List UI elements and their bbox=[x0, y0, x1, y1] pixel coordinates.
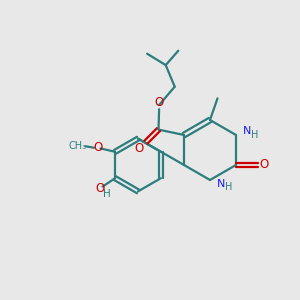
Text: H: H bbox=[251, 130, 258, 140]
Text: H: H bbox=[103, 189, 110, 199]
Text: CH₃: CH₃ bbox=[68, 141, 86, 151]
Text: H: H bbox=[225, 182, 232, 193]
Text: O: O bbox=[135, 142, 144, 155]
Text: O: O bbox=[95, 182, 104, 195]
Text: O: O bbox=[93, 141, 102, 154]
Text: N: N bbox=[217, 178, 226, 189]
Text: N: N bbox=[243, 126, 252, 136]
Text: O: O bbox=[154, 96, 164, 109]
Text: O: O bbox=[259, 158, 268, 172]
